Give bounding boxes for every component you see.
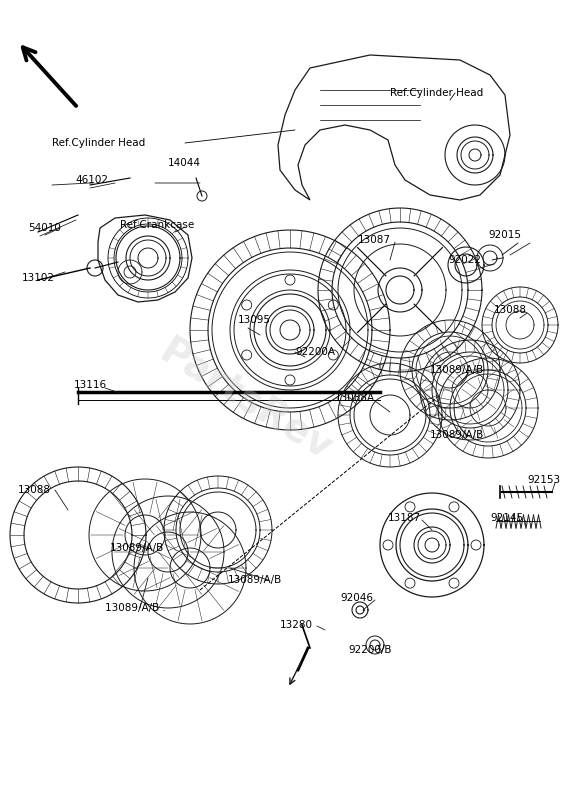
Text: 13089/A/B: 13089/A/B xyxy=(430,430,484,440)
Text: 13088: 13088 xyxy=(18,485,51,495)
Text: 13095: 13095 xyxy=(238,315,271,325)
Text: 46102: 46102 xyxy=(75,175,108,185)
Text: 14044: 14044 xyxy=(168,158,201,168)
Text: 92145: 92145 xyxy=(490,513,523,523)
Text: 13116: 13116 xyxy=(74,380,107,390)
Text: 13087: 13087 xyxy=(358,235,391,245)
Text: PartsRev: PartsRev xyxy=(152,332,339,468)
Text: 13088: 13088 xyxy=(494,305,527,315)
Text: 92015: 92015 xyxy=(488,230,521,240)
Text: 13187: 13187 xyxy=(388,513,421,523)
Text: 92200/B: 92200/B xyxy=(348,645,391,655)
Text: 92200A: 92200A xyxy=(295,347,335,357)
Text: 13102: 13102 xyxy=(22,273,55,283)
Text: 13089/A/B: 13089/A/B xyxy=(430,365,484,375)
Text: 13280: 13280 xyxy=(280,620,313,630)
Text: 54010: 54010 xyxy=(28,223,61,233)
Text: 13089/A/B: 13089/A/B xyxy=(110,543,164,553)
Text: Ref.Cylinder Head: Ref.Cylinder Head xyxy=(390,88,483,98)
Text: 92022: 92022 xyxy=(448,255,481,265)
Text: 92046: 92046 xyxy=(340,593,373,603)
Text: 13089/A/B .: 13089/A/B . xyxy=(105,603,166,613)
Text: 13088A: 13088A xyxy=(335,393,375,403)
Text: Ref.Crankcase: Ref.Crankcase xyxy=(120,220,194,230)
Text: 92153: 92153 xyxy=(527,475,560,485)
Text: Ref.Cylinder Head: Ref.Cylinder Head xyxy=(52,138,145,148)
Text: 13089/A/B: 13089/A/B xyxy=(228,575,282,585)
